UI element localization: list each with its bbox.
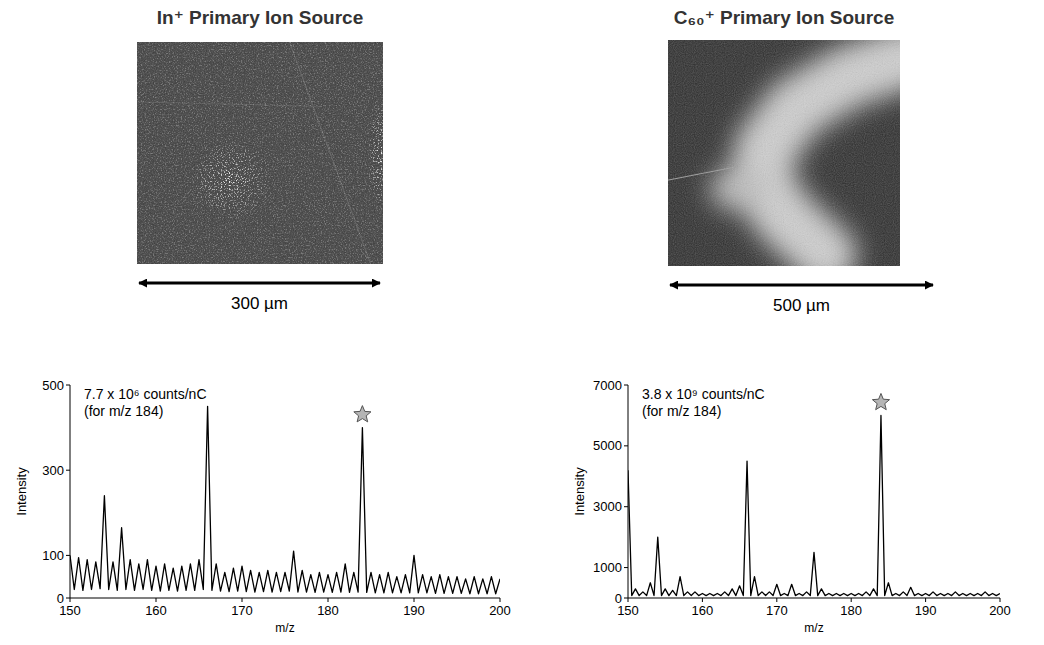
y-axis — [70, 385, 71, 598]
x-tick-label: 150 — [617, 603, 639, 618]
y-tick — [624, 385, 628, 386]
ion-image — [137, 42, 383, 264]
image-title: In⁺ Primary Ion Source — [157, 7, 363, 28]
y-axis-title: Intensity — [572, 467, 587, 516]
x-tick — [925, 598, 926, 602]
x-tick-label: 180 — [840, 603, 862, 618]
spectrum-line — [628, 415, 1000, 595]
x-tick — [628, 598, 629, 602]
peak-star — [872, 393, 889, 409]
scale-label: 300 µm — [231, 294, 288, 313]
y-tick — [66, 470, 70, 471]
x-tick-label: 180 — [317, 603, 339, 618]
x-tick-label: 170 — [766, 603, 788, 618]
scale-bar — [670, 284, 933, 287]
spectrum-line — [70, 406, 500, 593]
figure: In⁺ Primary Ion Source 300 µm C₆₀⁺ Primary… — [0, 0, 1044, 645]
y-tick — [624, 506, 628, 507]
annotation: (for m/z 184) — [84, 403, 163, 419]
y-tick — [66, 555, 70, 556]
x-tick-label: 160 — [145, 603, 167, 618]
plot-marks — [628, 415, 1000, 595]
y-tick-label: 1000 — [593, 560, 622, 575]
x-tick — [776, 598, 777, 602]
x-tick-label: 160 — [692, 603, 714, 618]
x-tick-label: 150 — [59, 603, 81, 618]
x-tick — [70, 598, 71, 602]
x-axis-title: m/z — [275, 621, 294, 635]
scale-bar — [139, 282, 380, 285]
ion-image-panel: In⁺ Primary Ion Source 300 µm — [137, 7, 395, 313]
plot-marks — [70, 406, 500, 593]
x-tick — [156, 598, 157, 602]
image-title: C₆₀⁺ Primary Ion Source — [674, 7, 894, 28]
y-tick — [624, 567, 628, 568]
y-tick-label: 300 — [42, 463, 64, 478]
x-tick — [851, 598, 852, 602]
x-tick — [702, 598, 703, 602]
x-axis — [628, 598, 1000, 599]
x-tick-label: 190 — [403, 603, 425, 618]
y-tick-label: 3000 — [593, 499, 622, 514]
annotation: 7.7 x 10⁶ counts/nC — [84, 386, 207, 402]
x-tick-label: 200 — [489, 603, 511, 618]
x-tick-label: 190 — [915, 603, 937, 618]
image-noise — [137, 42, 383, 264]
y-tick-label: 500 — [42, 378, 64, 393]
x-tick-label: 200 — [989, 603, 1011, 618]
x-tick — [328, 598, 329, 602]
peak-star — [354, 406, 371, 422]
x-tick — [500, 598, 501, 602]
y-tick-label: 5000 — [593, 438, 622, 453]
x-axis-title: m/z — [804, 621, 823, 635]
image-noise — [668, 40, 900, 266]
y-tick — [624, 598, 628, 599]
image-background — [137, 42, 383, 264]
image-background — [668, 40, 900, 266]
x-axis — [70, 598, 500, 599]
scale-label: 500 µm — [773, 296, 830, 315]
ion-image-panel: C₆₀⁺ Primary Ion Source 500 µm — [668, 7, 933, 315]
y-axis-title: Intensity — [14, 467, 29, 516]
y-tick — [66, 385, 70, 386]
ion-image — [668, 40, 900, 266]
x-tick — [242, 598, 243, 602]
y-tick-label: 7000 — [593, 378, 622, 393]
image-speckles — [137, 42, 383, 264]
y-tick — [66, 598, 70, 599]
annotation: 3.8 x 10⁹ counts/nC — [642, 386, 765, 402]
x-tick — [1000, 598, 1001, 602]
x-tick — [414, 598, 415, 602]
y-tick-label: 100 — [42, 548, 64, 563]
spectrum-panel: 0100300500150160170180190200m/zIntensity… — [14, 378, 511, 636]
x-tick-label: 170 — [231, 603, 253, 618]
spectrum-panel: 01000300050007000150160170180190200m/zIn… — [572, 378, 1011, 636]
y-tick — [624, 445, 628, 446]
annotation: (for m/z 184) — [642, 403, 721, 419]
